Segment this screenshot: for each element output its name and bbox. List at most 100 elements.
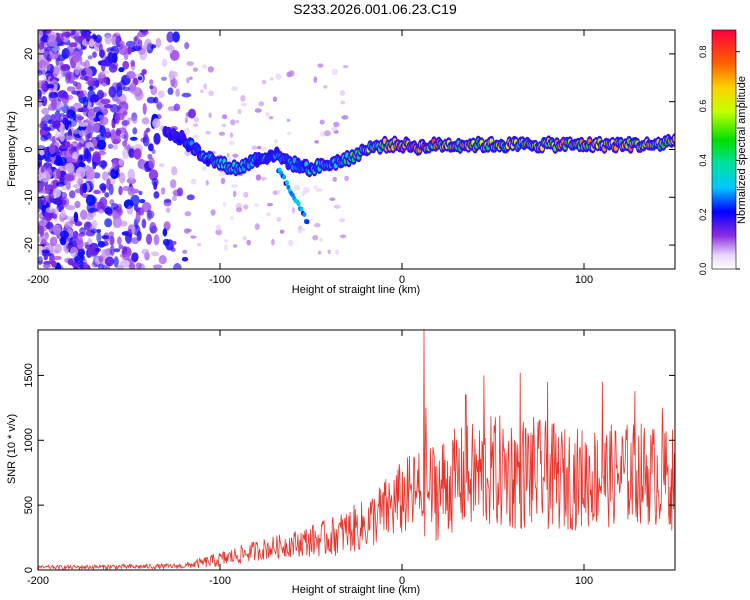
noise-blob <box>155 37 162 48</box>
noise-blob <box>156 101 163 111</box>
noise-blob <box>94 34 103 43</box>
noise-blob <box>101 235 110 240</box>
noise-blob <box>254 108 262 113</box>
noise-blob <box>99 197 108 208</box>
noise-blob <box>96 231 102 243</box>
noise-blob <box>141 218 147 229</box>
noise-blob <box>68 143 75 155</box>
noise-blob <box>115 82 122 90</box>
noise-blob <box>133 36 138 42</box>
noise-blob <box>339 90 346 96</box>
noise-blob <box>98 255 104 263</box>
noise-blob <box>194 117 199 123</box>
noise-blob <box>161 76 168 81</box>
noise-blob <box>59 230 69 239</box>
noise-blob <box>142 103 147 115</box>
noise-blob <box>100 98 111 105</box>
noise-blob <box>251 145 258 150</box>
noise-blob <box>231 86 239 91</box>
noise-blob <box>240 102 248 107</box>
ridge-branch-cell <box>305 219 310 225</box>
noise-blob <box>153 181 158 190</box>
noise-blob <box>68 190 76 199</box>
noise-blob <box>327 249 331 254</box>
noise-blob <box>54 264 64 269</box>
noise-blob <box>319 237 324 243</box>
noise-blob <box>150 85 158 96</box>
noise-blob <box>59 145 67 150</box>
noise-blob <box>112 160 119 171</box>
noise-blob <box>107 171 116 177</box>
noise-blob <box>51 213 58 219</box>
noise-blob <box>125 40 136 48</box>
noise-blob <box>49 236 58 247</box>
noise-blob <box>207 66 214 73</box>
noise-blob <box>99 116 104 125</box>
noise-blob <box>171 166 178 176</box>
noise-blob <box>160 187 166 195</box>
noise-blob <box>312 234 319 241</box>
noise-blob <box>77 141 82 150</box>
noise-blob <box>115 129 122 136</box>
noise-blob <box>314 223 321 228</box>
noise-blob <box>331 126 338 132</box>
noise-blob <box>60 209 66 219</box>
noise-blob <box>65 174 75 181</box>
noise-blob <box>274 139 278 144</box>
noise-blob <box>59 237 67 246</box>
noise-blob <box>72 102 83 113</box>
noise-blob <box>41 95 48 107</box>
noise-blob <box>119 220 128 227</box>
noise-blob <box>38 256 43 265</box>
colorbar-tick-label: 0.0 <box>698 263 708 276</box>
noise-blob <box>40 84 47 95</box>
noise-blob <box>114 112 120 125</box>
noise-blob <box>230 184 238 188</box>
noise-blob <box>60 64 71 71</box>
noise-blob <box>95 134 106 143</box>
noise-blob <box>40 165 46 174</box>
noise-blob <box>172 31 180 43</box>
noise-blob <box>80 171 85 178</box>
noise-blob <box>133 148 142 160</box>
noise-blob <box>104 34 112 45</box>
noise-blob <box>218 131 226 136</box>
noise-blob <box>118 67 125 73</box>
noise-blob <box>78 130 86 137</box>
noise-blob <box>64 221 73 230</box>
noise-blob <box>106 178 111 191</box>
noise-blob <box>149 79 154 85</box>
noise-blob <box>148 143 154 152</box>
noise-blob <box>83 147 90 159</box>
bottom-x-tick-label: 0 <box>399 575 405 587</box>
noise-blob <box>266 203 274 207</box>
noise-blob <box>118 158 124 167</box>
noise-blob <box>272 96 277 102</box>
noise-blob <box>148 169 159 181</box>
noise-blob <box>123 50 129 61</box>
noise-blob <box>242 236 248 241</box>
noise-blob <box>62 92 69 99</box>
noise-blob <box>66 216 75 221</box>
noise-blob <box>59 132 65 142</box>
noise-blob <box>224 244 228 251</box>
top-y-tick-label: 0 <box>23 146 35 152</box>
noise-blob <box>120 259 130 268</box>
noise-blob <box>88 207 98 213</box>
noise-blob <box>122 86 130 92</box>
noise-blob <box>122 254 130 261</box>
noise-blob <box>221 123 227 128</box>
noise-blob <box>340 100 346 105</box>
noise-blob <box>170 247 176 252</box>
colorbar-tick-label: 0.4 <box>698 154 708 167</box>
noise-blob <box>88 118 95 126</box>
noise-blob <box>288 239 294 247</box>
noise-blob <box>85 168 96 180</box>
noise-blob <box>98 160 108 169</box>
noise-blob <box>88 147 95 152</box>
noise-blob <box>265 111 270 118</box>
noise-blob <box>66 162 75 173</box>
